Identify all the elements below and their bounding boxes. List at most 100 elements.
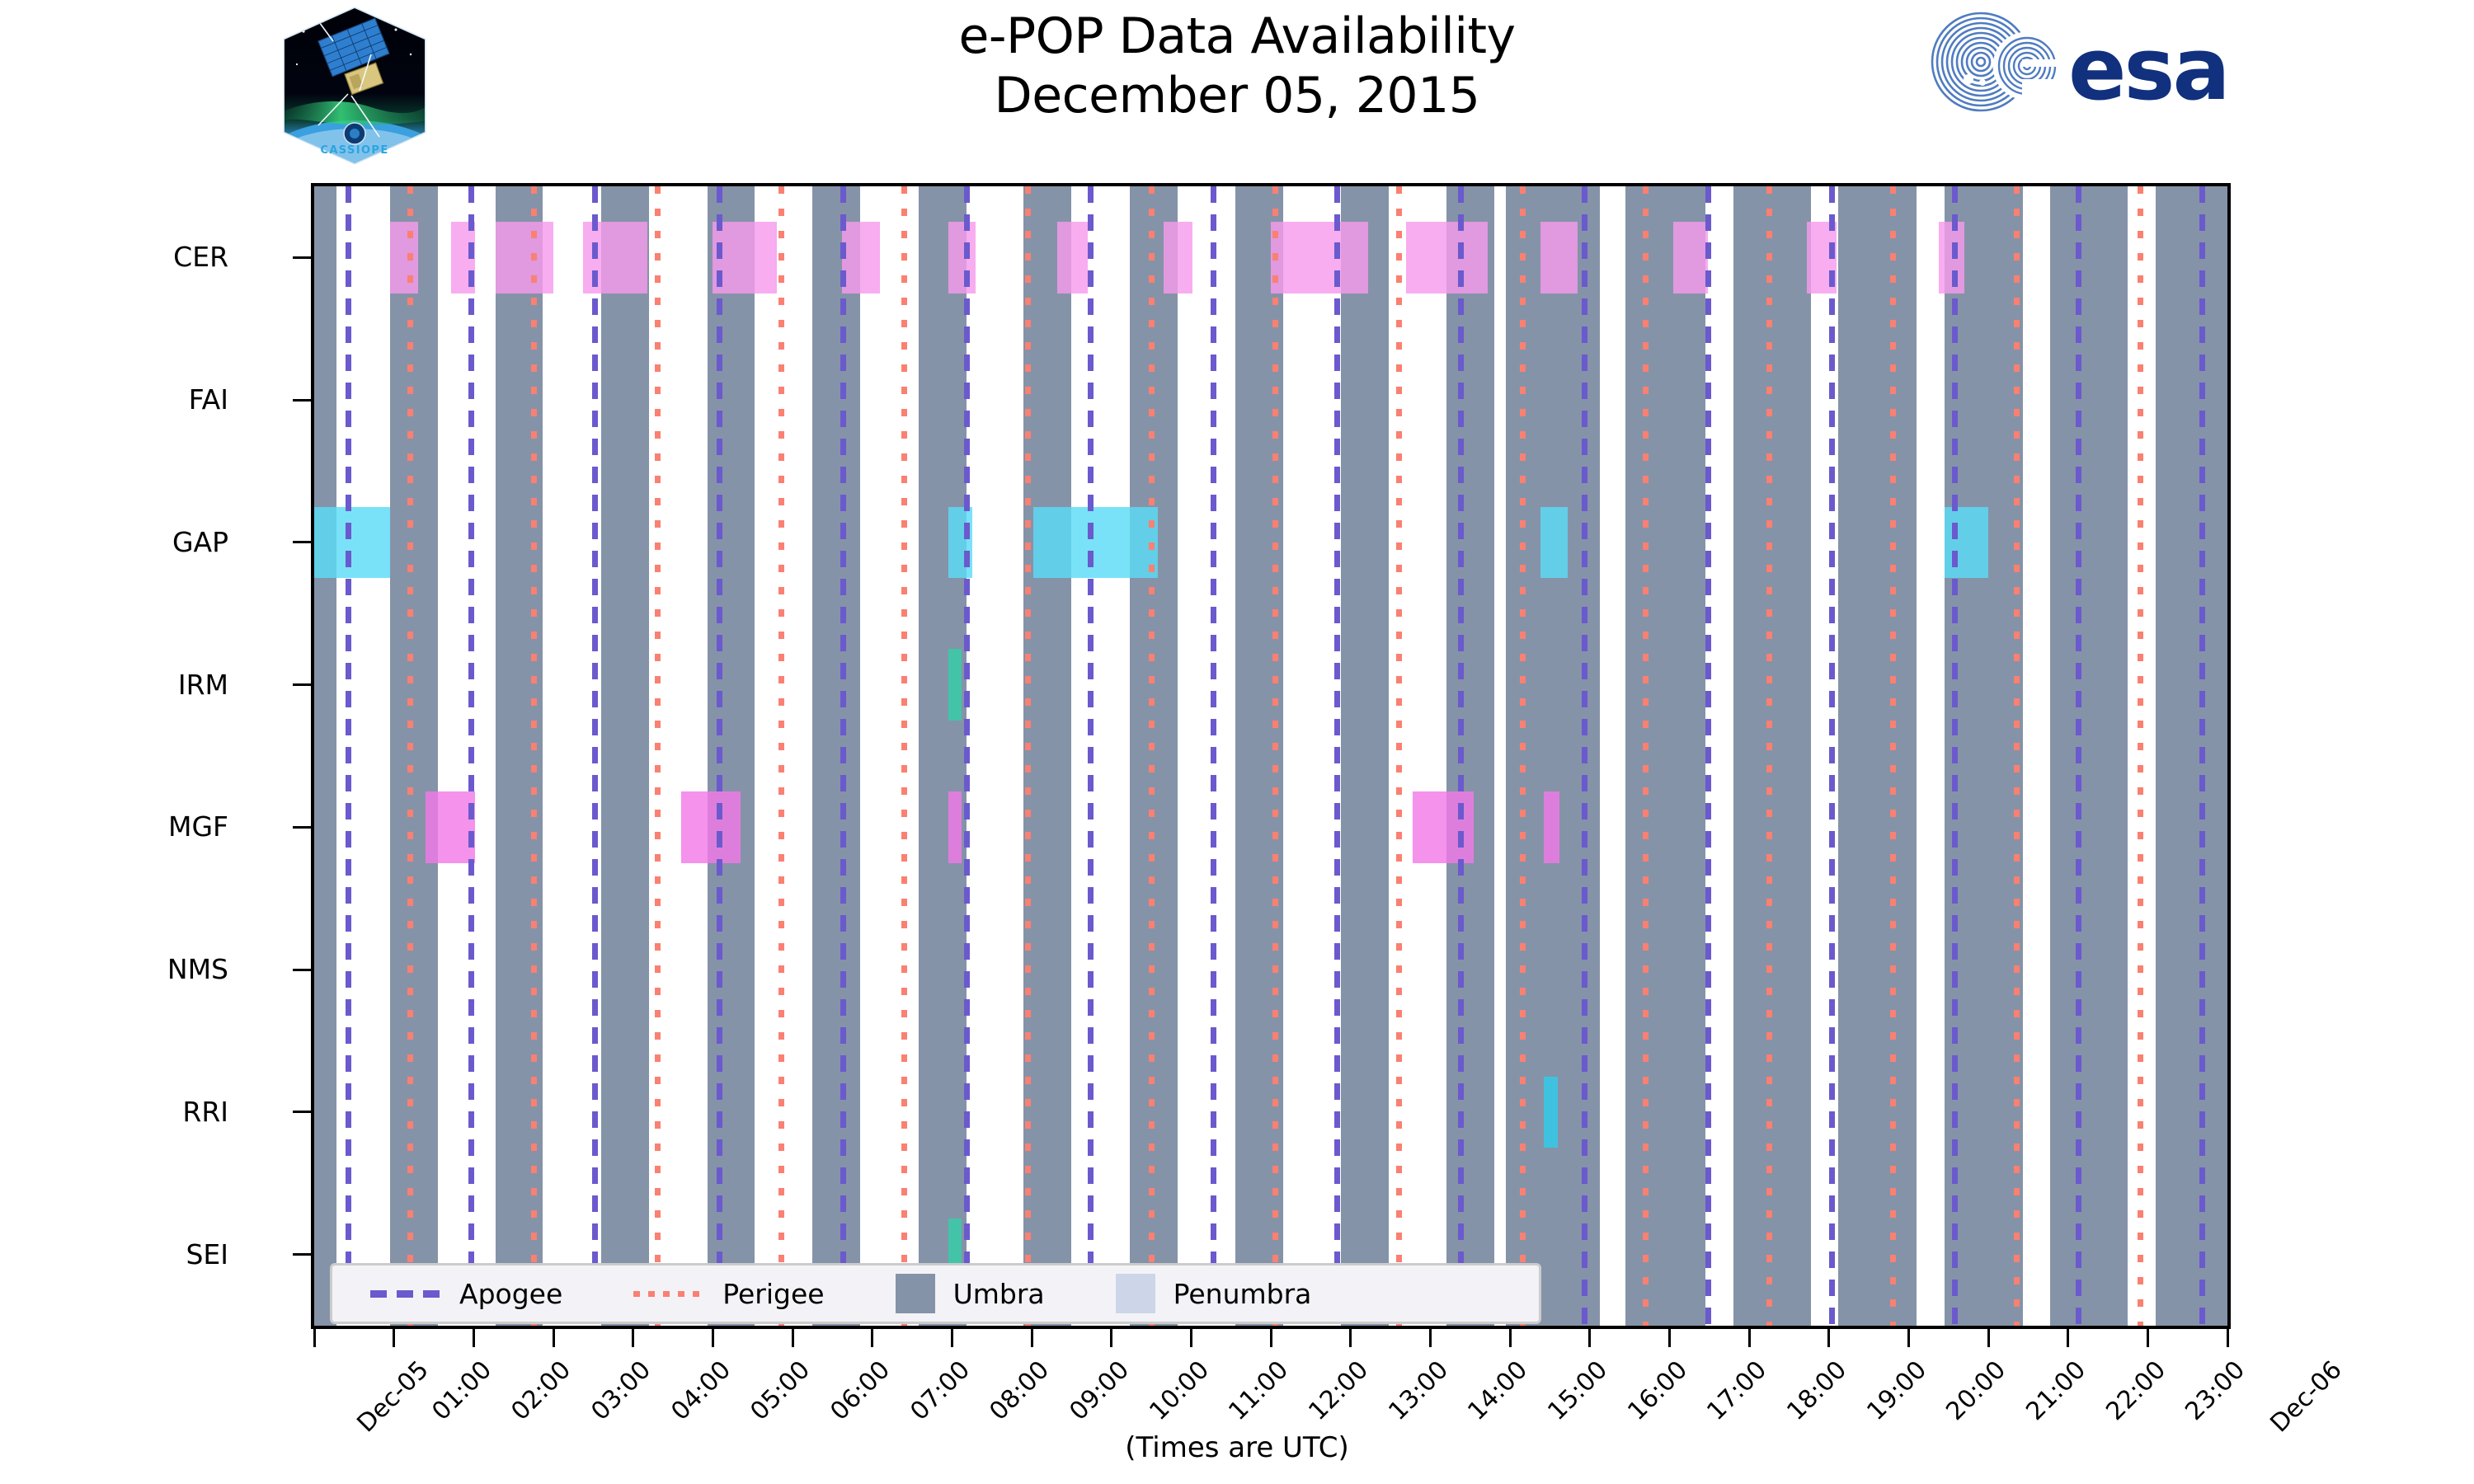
cassiope-logo-icon: CASSIOPE	[272, 5, 437, 167]
x-tick-mark	[950, 1329, 953, 1347]
x-tick-label: 21:00	[2020, 1355, 2092, 1426]
data-bar-cer	[496, 222, 553, 294]
x-tick-label: 13:00	[1382, 1355, 1454, 1426]
title-line-2: December 05, 2015	[994, 67, 1480, 124]
x-tick-mark	[1269, 1329, 1272, 1347]
x-tick-label: 20:00	[1940, 1355, 2012, 1426]
apogee-line	[963, 186, 970, 1326]
y-tick-mark	[293, 825, 311, 829]
apogee-line	[1828, 186, 1835, 1326]
data-bar-gap	[1944, 506, 1988, 579]
page-title: e-POP Data Availability December 05, 201…	[0, 7, 2474, 125]
legend-label-perigee: Perigee	[722, 1277, 825, 1310]
apogee-line	[468, 186, 475, 1326]
data-bar-cer	[1939, 222, 1964, 294]
plot-inner-canvas	[314, 186, 2227, 1326]
x-tick-mark	[1030, 1329, 1033, 1347]
data-bar-mgf	[948, 791, 962, 863]
x-tick-label: 05:00	[745, 1355, 816, 1426]
x-tick-label: 09:00	[1064, 1355, 1136, 1426]
x-tick-mark	[1987, 1329, 1990, 1347]
legend-item-umbra: Umbra	[895, 1266, 1045, 1322]
y-tick-mark	[293, 683, 311, 687]
x-tick-label: 03:00	[586, 1355, 657, 1426]
svg-text:esa: esa	[2068, 19, 2228, 115]
x-tick-label: 10:00	[1143, 1355, 1215, 1426]
x-tick-mark	[1667, 1329, 1671, 1347]
data-bar-rri	[1543, 1076, 1558, 1148]
x-tick-label: 12:00	[1303, 1355, 1375, 1426]
x-tick-label: 19:00	[1860, 1355, 1932, 1426]
availability-timeline-plot: Apogee Perigee Umbra Penumbra	[311, 183, 2231, 1329]
data-bar-mgf	[426, 791, 476, 863]
data-bar-cer	[1056, 222, 1088, 294]
data-bar-cer	[1163, 222, 1193, 294]
y-tick-label-sei: SEI	[186, 1237, 228, 1270]
data-bar-cer	[713, 222, 777, 294]
y-tick-mark	[293, 256, 311, 259]
data-bar-mgf	[1413, 791, 1475, 863]
umbra-band	[1023, 186, 1072, 1326]
x-tick-label: 07:00	[904, 1355, 976, 1426]
data-bar-cer	[389, 222, 418, 294]
x-tick-mark	[1189, 1329, 1192, 1347]
x-tick-mark	[472, 1329, 475, 1347]
data-bar-cer	[1673, 222, 1708, 294]
data-bar-gap	[1540, 506, 1568, 579]
x-tick-label: 02:00	[506, 1355, 577, 1426]
umbra-band	[1341, 186, 1390, 1326]
y-tick-label-irm: IRM	[177, 668, 228, 701]
x-tick-mark	[1588, 1329, 1592, 1347]
perigee-line	[1519, 186, 1526, 1326]
x-tick-label: 06:00	[825, 1355, 896, 1426]
legend-label-penumbra: Penumbra	[1173, 1277, 1312, 1310]
x-tick-mark	[1747, 1329, 1751, 1347]
data-bar-mgf	[680, 791, 741, 863]
x-tick-label: 04:00	[665, 1355, 736, 1426]
perigee-line	[778, 186, 784, 1326]
perigee-line	[407, 186, 413, 1326]
x-tick-mark	[2146, 1329, 2149, 1347]
data-bar-irm	[948, 649, 962, 721]
umbra-band	[601, 186, 649, 1326]
y-tick-mark	[293, 1111, 311, 1114]
perigee-line	[1395, 186, 1402, 1326]
y-tick-mark	[293, 541, 311, 544]
x-tick-mark	[711, 1329, 714, 1347]
y-tick-label-mgf: MGF	[167, 810, 228, 843]
x-tick-mark	[871, 1329, 874, 1347]
y-tick-label-gap: GAP	[172, 525, 228, 558]
perigee-line	[1025, 186, 1032, 1326]
apogee-line	[2076, 186, 2082, 1326]
x-tick-label: 15:00	[1542, 1355, 1614, 1426]
apogee-line	[1087, 186, 1094, 1326]
y-tick-mark	[293, 968, 311, 971]
x-tick-mark	[393, 1329, 396, 1347]
x-tick-mark	[791, 1329, 794, 1347]
apogee-line	[1705, 186, 1711, 1326]
umbra-swatch-icon	[895, 1274, 935, 1313]
x-tick-mark	[1110, 1329, 1113, 1347]
x-tick-label: 16:00	[1621, 1355, 1693, 1426]
apogee-line	[592, 186, 599, 1326]
x-tick-mark	[552, 1329, 555, 1347]
data-bar-cer	[948, 222, 976, 294]
legend-item-apogee: Apogee	[370, 1266, 562, 1322]
y-tick-label-fai: FAI	[188, 383, 228, 416]
x-tick-mark	[2226, 1329, 2229, 1347]
esa-logo-icon: esa	[1930, 8, 2301, 120]
x-axis-title: (Times are UTC)	[1125, 1431, 1349, 1464]
data-bar-cer	[1271, 222, 1368, 294]
umbra-band	[918, 186, 967, 1326]
x-tick-label: 23:00	[2180, 1355, 2251, 1426]
x-tick-mark	[1349, 1329, 1352, 1347]
perigee-line	[1643, 186, 1649, 1326]
apogee-line	[1211, 186, 1217, 1326]
data-bar-cer	[1540, 222, 1578, 294]
perigee-line	[2013, 186, 2020, 1326]
umbra-band	[1838, 186, 1917, 1326]
data-bar-mgf	[1543, 791, 1559, 863]
umbra-band	[1625, 186, 1705, 1326]
y-tick-mark	[293, 1253, 311, 1256]
legend-item-penumbra: Penumbra	[1115, 1266, 1312, 1322]
